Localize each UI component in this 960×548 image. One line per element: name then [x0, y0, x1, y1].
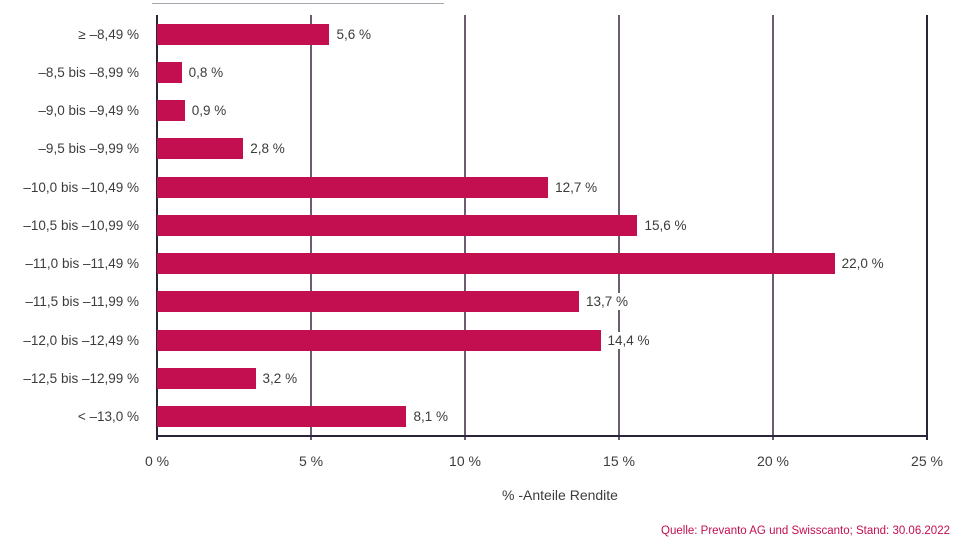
bar [157, 176, 549, 198]
category-label: –10,0 bis –10,49 % [23, 179, 139, 195]
category-label: –12,0 bis –12,49 % [23, 332, 139, 348]
bar-value-label: 8,1 % [408, 408, 453, 426]
bar-row: 5,6 % [157, 15, 927, 53]
bar-value-label: 15,6 % [639, 216, 692, 234]
plot-area: 5,6 % 0,8 % 0,9 % 2,8 % 12,7 % 15,6 % 22,0 % 13… [156, 15, 928, 440]
bar-row: 14,4 % [157, 321, 927, 359]
bar-value-label: 5,6 % [331, 25, 376, 43]
bar-value-label: 12,7 % [550, 178, 603, 196]
bar-value-label: 2,8 % [245, 140, 290, 158]
bar-value-label: 22,0 % [836, 255, 889, 273]
bar-row: 0,9 % [157, 92, 927, 130]
bar-row: 0,8 % [157, 53, 927, 91]
bar-value-label: 14,4 % [602, 331, 655, 349]
x-tick-label: 5 % [298, 453, 324, 469]
bar-row: 3,2 % [157, 359, 927, 397]
category-label: –9,0 bis –9,49 % [38, 103, 139, 119]
y-axis-category-labels: ≥ –8,49 % –8,5 bis –8,99 % –9,0 bis –9,49 … [0, 15, 148, 436]
x-tick-label: 20 % [757, 453, 789, 469]
bar-value-label: 3,2 % [257, 370, 303, 388]
bar-value-label: 0,8 % [183, 63, 229, 81]
bar-value-label: 0,9 % [186, 102, 232, 120]
category-label: –9,5 bis –9,99 % [38, 141, 139, 157]
category-label: –11,0 bis –11,49 % [25, 256, 139, 272]
bar [157, 329, 601, 351]
bar-row: 13,7 % [157, 283, 927, 321]
category-label: ≥ –8,49 % [78, 26, 139, 42]
x-axis-line [157, 435, 928, 437]
bar-value-label: 13,7 % [580, 293, 633, 311]
category-label: –11,5 bis –11,99 % [25, 294, 139, 310]
category-label: –8,5 bis –8,99 % [38, 64, 139, 80]
x-tick-label: 15 % [603, 453, 635, 469]
bar-row: 15,6 % [157, 206, 927, 244]
bar-row: 8,1 % [157, 398, 927, 436]
x-tick-label: 0 % [144, 453, 170, 469]
bar [157, 214, 638, 236]
bar [157, 253, 835, 275]
bar [157, 100, 185, 122]
category-label: –10,5 bis –10,99 % [23, 217, 139, 233]
top-border-artifact [152, 3, 444, 4]
bar [157, 138, 244, 160]
bar-row: 22,0 % [157, 245, 927, 283]
source-caption: Quelle: Prevanto AG und Swisscanto; Stan… [661, 525, 950, 537]
bar [157, 61, 182, 83]
x-axis-title: % -Anteile Rendite [502, 487, 618, 503]
bar-row: 2,8 % [157, 130, 927, 168]
category-label: < –13,0 % [77, 409, 139, 425]
gridline-20% [772, 15, 774, 440]
bars-layer: 5,6 % 0,8 % 0,9 % 2,8 % 12,7 % 15,6 % 22,0 % 13… [157, 15, 927, 436]
bar-row: 12,7 % [157, 168, 927, 206]
bar [157, 23, 330, 45]
x-tick-label: 25 % [911, 453, 943, 469]
bar [157, 406, 407, 428]
bar [157, 368, 256, 390]
gridline-25% [926, 15, 928, 440]
x-tick-label: 10 % [449, 453, 481, 469]
category-label: –12,5 bis –12,99 % [23, 371, 139, 387]
bar [157, 291, 579, 313]
